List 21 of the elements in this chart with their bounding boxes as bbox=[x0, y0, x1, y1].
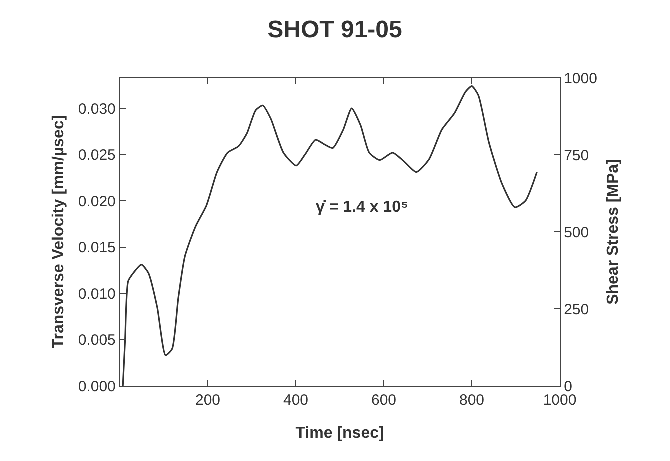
y-tick-label: 0.000 bbox=[78, 378, 116, 396]
x-tick-label: 600 bbox=[371, 392, 397, 410]
x-tick-label: 400 bbox=[283, 392, 309, 410]
y-tick-label: 0.005 bbox=[78, 332, 116, 349]
y2-tick-label: 250 bbox=[564, 301, 590, 318]
x-tick-label: 200 bbox=[195, 392, 221, 410]
y-tick-label: 0.015 bbox=[78, 240, 116, 257]
y-tick-label: 0.020 bbox=[78, 193, 116, 210]
line-series bbox=[122, 86, 538, 386]
x-tick-label: 800 bbox=[459, 392, 485, 410]
y2-tick-label: 1000 bbox=[564, 70, 598, 88]
y2-tick-label: 500 bbox=[564, 224, 590, 242]
y-tick-label: 0.025 bbox=[78, 147, 116, 164]
chart-title: SHOT 91-05 bbox=[268, 16, 402, 44]
x-axis-title: Time [nsec] bbox=[296, 424, 384, 442]
y-tick-label: 0.010 bbox=[78, 286, 116, 303]
y-axis-title: Transverse Velocity [mm/µsec] bbox=[50, 115, 68, 349]
y2-axis-title: Shear Stress [MPa] bbox=[605, 159, 622, 305]
y2-tick-label: 750 bbox=[564, 147, 590, 164]
y-tick-label: 0.030 bbox=[78, 100, 116, 118]
annotation: γ̇ = 1.4 x 10⁵ bbox=[316, 199, 408, 216]
